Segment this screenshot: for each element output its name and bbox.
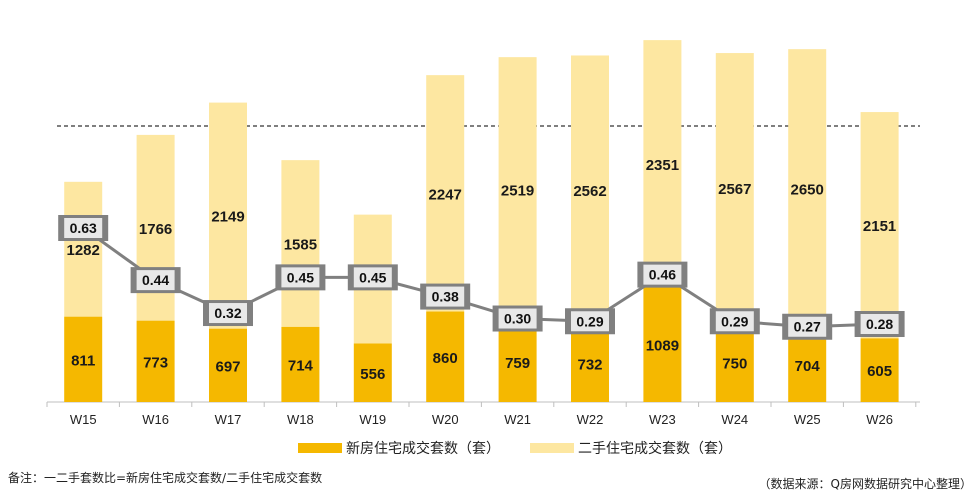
bar-new-home <box>209 328 247 402</box>
data-label-second: 2351 <box>646 157 679 174</box>
data-label-new: 697 <box>215 358 240 375</box>
legend-label-second: 二手住宅成交套数（套） <box>578 441 732 457</box>
stacked-bar-chart: 811 1282 W15 773 1766 W16 697 2149 W17 714 1585 W18… <box>46 40 920 427</box>
ratio-label-box <box>860 314 899 335</box>
bar-new-home <box>715 323 754 402</box>
x-tick-label: W24 <box>721 412 748 427</box>
ratio-label-box <box>715 311 754 332</box>
ratio-label-box <box>64 218 103 238</box>
data-label-second: 2562 <box>573 183 606 200</box>
ratio-label-box <box>136 270 175 291</box>
ratio-label-box <box>571 311 609 332</box>
x-tick-label: W26 <box>866 412 893 427</box>
bar-new-home <box>571 324 609 402</box>
ratio-label: 0.38 <box>432 289 459 305</box>
x-tick-label: W23 <box>649 412 676 427</box>
bar-second-hand <box>788 49 827 328</box>
data-label-new: 860 <box>433 350 458 367</box>
ratio-label-box <box>498 308 537 329</box>
bar-second-hand <box>426 75 465 312</box>
ratio-label: 0.46 <box>649 267 676 283</box>
ratio-label: 0.28 <box>866 316 893 332</box>
legend-swatch-second <box>530 443 574 453</box>
bar-new-home <box>136 320 175 402</box>
legend-item-second: 二手住宅成交套数（套） <box>530 438 732 458</box>
bar-second-hand <box>860 112 899 339</box>
data-label-second: 2247 <box>429 186 462 203</box>
footnote: 备注：一二手套数比=新房住宅成交套数/二手住宅成交套数 <box>8 471 323 485</box>
ratio-line <box>82 226 880 329</box>
ratio-label: 0.45 <box>359 269 386 285</box>
bar-second-hand <box>498 57 537 323</box>
data-label-second: 2650 <box>791 182 824 199</box>
data-label-new: 605 <box>867 363 892 380</box>
ratio-label-box <box>353 267 392 288</box>
bar-new-home <box>281 326 320 402</box>
data-label-new: 773 <box>143 354 168 371</box>
bar-new-home <box>788 327 827 402</box>
data-label-second: 1282 <box>67 242 100 259</box>
legend-label-new: 新房住宅成交套数（套） <box>346 441 500 457</box>
x-tick-label: W25 <box>794 412 821 427</box>
bar-new-home <box>498 322 537 402</box>
x-tick-label: W20 <box>432 412 459 427</box>
ratio-label: 0.27 <box>794 319 821 335</box>
legend-item-new: 新房住宅成交套数（套） <box>298 438 500 458</box>
x-tick-label: W18 <box>287 412 314 427</box>
bar-new-home <box>860 338 899 402</box>
x-tick-label: W17 <box>215 412 242 427</box>
data-label-new: 1089 <box>646 338 679 355</box>
data-label-second: 2149 <box>211 209 244 226</box>
bar-second-hand <box>715 53 754 324</box>
ratio-label: 0.44 <box>142 272 169 288</box>
data-label-new: 750 <box>722 356 747 373</box>
source-note: （数据来源：Q房网数据研究中心整理） <box>758 477 972 491</box>
ratio-label-box <box>788 316 827 337</box>
ratio-label: 0.45 <box>287 269 314 285</box>
ratio-label: 0.30 <box>504 311 531 327</box>
ratio-label-box <box>209 303 247 324</box>
data-label-second: 2567 <box>718 181 751 198</box>
data-label-second: 2151 <box>863 218 896 235</box>
data-label-new: 704 <box>795 358 821 375</box>
data-label-second: 1585 <box>284 237 317 254</box>
x-tick-label: W19 <box>359 412 386 427</box>
data-label-new: 811 <box>71 352 95 369</box>
ratio-label-box <box>281 267 320 288</box>
bar-second-hand <box>64 181 103 317</box>
ratio-label: 0.29 <box>576 313 603 329</box>
bar-new-home <box>426 311 465 402</box>
x-tick-label: W22 <box>577 412 604 427</box>
legend-swatch-new <box>298 443 342 453</box>
ratio-label: 0.32 <box>214 305 241 321</box>
data-label-new: 732 <box>577 356 602 373</box>
bar-second-hand <box>209 102 247 329</box>
bar-second-hand <box>571 55 609 325</box>
bar-new-home <box>643 287 682 402</box>
bar-second-hand <box>643 40 682 288</box>
data-label-new: 714 <box>288 357 314 374</box>
data-label-new: 556 <box>360 366 385 383</box>
data-label-second: 1766 <box>139 221 172 238</box>
bar-new-home <box>353 343 392 402</box>
x-tick-label: W15 <box>70 412 97 427</box>
data-label-new: 759 <box>505 355 530 372</box>
ratio-label-box <box>643 264 682 285</box>
ratio-label: 0.29 <box>721 313 748 329</box>
bar-new-home <box>64 316 103 402</box>
x-tick-label: W16 <box>142 412 169 427</box>
bar-second-hand <box>281 160 320 327</box>
x-tick-label: W21 <box>504 412 531 427</box>
ratio-label: 0.63 <box>70 220 97 236</box>
ratio-label-box <box>426 286 465 307</box>
data-label-second: 2519 <box>501 183 534 200</box>
